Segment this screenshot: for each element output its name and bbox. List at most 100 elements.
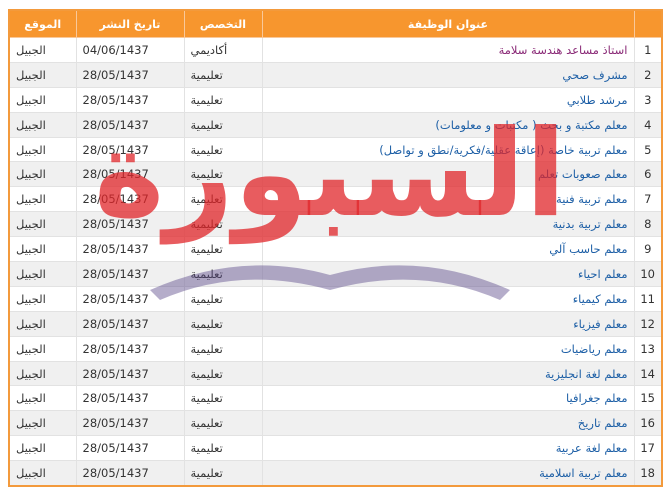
job-title[interactable]: معلم تاريخ [261, 410, 635, 437]
row-number: 3 [633, 86, 663, 113]
job-title[interactable]: مرشد طلابي [261, 86, 635, 113]
specialty: تعليمية [183, 61, 263, 88]
publish-date: 28/05/1437 [75, 335, 185, 362]
publish-date: 28/05/1437 [75, 61, 185, 88]
location: الجبيل [8, 86, 77, 113]
publish-date: 28/05/1437 [75, 310, 185, 337]
row-number: 4 [633, 111, 663, 138]
publish-date: 28/05/1437 [75, 236, 185, 263]
header-row: عنوان الوظيفة التخصص تاريخ النشر الموقع [8, 9, 663, 38]
specialty: تعليمية [183, 360, 263, 387]
location: الجبيل [8, 410, 77, 437]
location: الجبيل [8, 61, 77, 88]
table-row: 2 مشرف صحي تعليمية 28/05/1437 الجبيل [8, 61, 663, 88]
location: الجبيل [8, 136, 77, 163]
job-title[interactable]: معلم رياضيات [261, 335, 635, 362]
table-row: 4 معلم مكتبة و بحث ( مكتبات و معلومات) تعل… [8, 111, 663, 138]
specialty: تعليمية [183, 186, 263, 213]
publish-date: 04/06/1437 [75, 37, 185, 63]
row-number: 5 [633, 136, 663, 163]
publish-date: 28/05/1437 [75, 261, 185, 287]
row-number: 13 [633, 335, 663, 362]
specialty: تعليمية [183, 211, 263, 238]
publish-date: 28/05/1437 [75, 435, 185, 462]
specialty: تعليمية [183, 111, 263, 138]
table-row: 3 مرشد طلابي تعليمية 28/05/1437 الجبيل [8, 86, 663, 113]
table-row: 16 معلم تاريخ تعليمية 28/05/1437 الجبيل [8, 410, 663, 437]
location: الجبيل [8, 37, 77, 63]
location: الجبيل [8, 111, 77, 138]
job-title[interactable]: معلم مكتبة و بحث ( مكتبات و معلومات) [261, 111, 635, 138]
table-row: 1 استاذ مساعد هندسة سلامة أكاديمي 04/06/143… [8, 37, 663, 63]
location: الجبيل [8, 161, 77, 188]
specialty: تعليمية [183, 385, 263, 412]
table-row: 7 معلم تربية فنية تعليمية 28/05/1437 الجبيل [8, 186, 663, 213]
job-title[interactable]: مشرف صحي [261, 61, 635, 88]
specialty: تعليمية [183, 410, 263, 437]
location: الجبيل [8, 285, 77, 312]
location: الجبيل [8, 460, 77, 487]
row-number: 1 [633, 37, 663, 63]
specialty: تعليمية [183, 335, 263, 362]
header-cell [633, 9, 663, 38]
row-number: 2 [633, 61, 663, 88]
location: الجبيل [8, 435, 77, 462]
location: الجبيل [8, 261, 77, 287]
table-row: 10 معلم احياء تعليمية 28/05/1437 الجبيل [8, 261, 663, 287]
row-number: 16 [633, 410, 663, 437]
table-row: 9 معلم حاسب آلي تعليمية 28/05/1437 الجبيل [8, 236, 663, 263]
row-number: 7 [633, 186, 663, 213]
table-row: 17 معلم لغة عربية تعليمية 28/05/1437 الجبيل [8, 435, 663, 462]
specialty: تعليمية [183, 435, 263, 462]
specialty: تعليمية [183, 136, 263, 163]
location: الجبيل [8, 385, 77, 412]
header-cell: عنوان الوظيفة [261, 9, 635, 38]
specialty: تعليمية [183, 261, 263, 287]
location: الجبيل [8, 310, 77, 337]
job-title[interactable]: معلم حاسب آلي [261, 236, 635, 263]
specialty: تعليمية [183, 460, 263, 487]
row-number: 9 [633, 236, 663, 263]
job-title[interactable]: معلم جغرافيا [261, 385, 635, 412]
location: الجبيل [8, 236, 77, 263]
job-title[interactable]: معلم تربية اسلامية [261, 460, 635, 487]
publish-date: 28/05/1437 [75, 111, 185, 138]
publish-date: 28/05/1437 [75, 460, 185, 487]
job-title[interactable]: معلم تربية بدنية [261, 211, 635, 238]
row-number: 15 [633, 385, 663, 412]
row-number: 18 [633, 460, 663, 487]
publish-date: 28/05/1437 [75, 211, 185, 238]
location: الجبيل [8, 211, 77, 238]
header-cell: التخصص [183, 9, 263, 38]
job-title[interactable]: معلم فيزياء [261, 310, 635, 337]
job-title[interactable]: معلم احياء [261, 261, 635, 287]
job-title[interactable]: معلم صعوبات تعلم [261, 161, 635, 188]
publish-date: 28/05/1437 [75, 360, 185, 387]
job-title[interactable]: معلم لغة عربية [261, 435, 635, 462]
job-title[interactable]: استاذ مساعد هندسة سلامة [261, 37, 635, 63]
table-row: 18 معلم تربية اسلامية تعليمية 28/05/1437 الج… [8, 460, 663, 487]
row-number: 6 [633, 161, 663, 188]
job-title[interactable]: معلم كيمياء [261, 285, 635, 312]
header-cell: الموقع [8, 9, 77, 38]
row-number: 10 [633, 261, 663, 287]
publish-date: 28/05/1437 [75, 410, 185, 437]
table-row: 13 معلم رياضيات تعليمية 28/05/1437 الجبيل [8, 335, 663, 362]
specialty: تعليمية [183, 285, 263, 312]
publish-date: 28/05/1437 [75, 136, 185, 163]
publish-date: 28/05/1437 [75, 186, 185, 213]
location: الجبيل [8, 360, 77, 387]
row-number: 14 [633, 360, 663, 387]
job-title[interactable]: معلم تربية خاصة (إعاقة عقلية/فكرية/نطق و… [261, 136, 635, 163]
jobs-table: عنوان الوظيفة التخصص تاريخ النشر الموقع … [8, 9, 663, 488]
table-row: 6 معلم صعوبات تعلم تعليمية 28/05/1437 الجبيل [8, 161, 663, 188]
publish-date: 28/05/1437 [75, 385, 185, 412]
publish-date: 28/05/1437 [75, 285, 185, 312]
job-title[interactable]: معلم تربية فنية [261, 186, 635, 213]
table-row: 5 معلم تربية خاصة (إعاقة عقلية/فكرية/نطق … [8, 136, 663, 163]
specialty: تعليمية [183, 86, 263, 113]
location: الجبيل [8, 335, 77, 362]
header-cell: تاريخ النشر [75, 9, 185, 38]
job-title[interactable]: معلم لغة انجليزية [261, 360, 635, 387]
